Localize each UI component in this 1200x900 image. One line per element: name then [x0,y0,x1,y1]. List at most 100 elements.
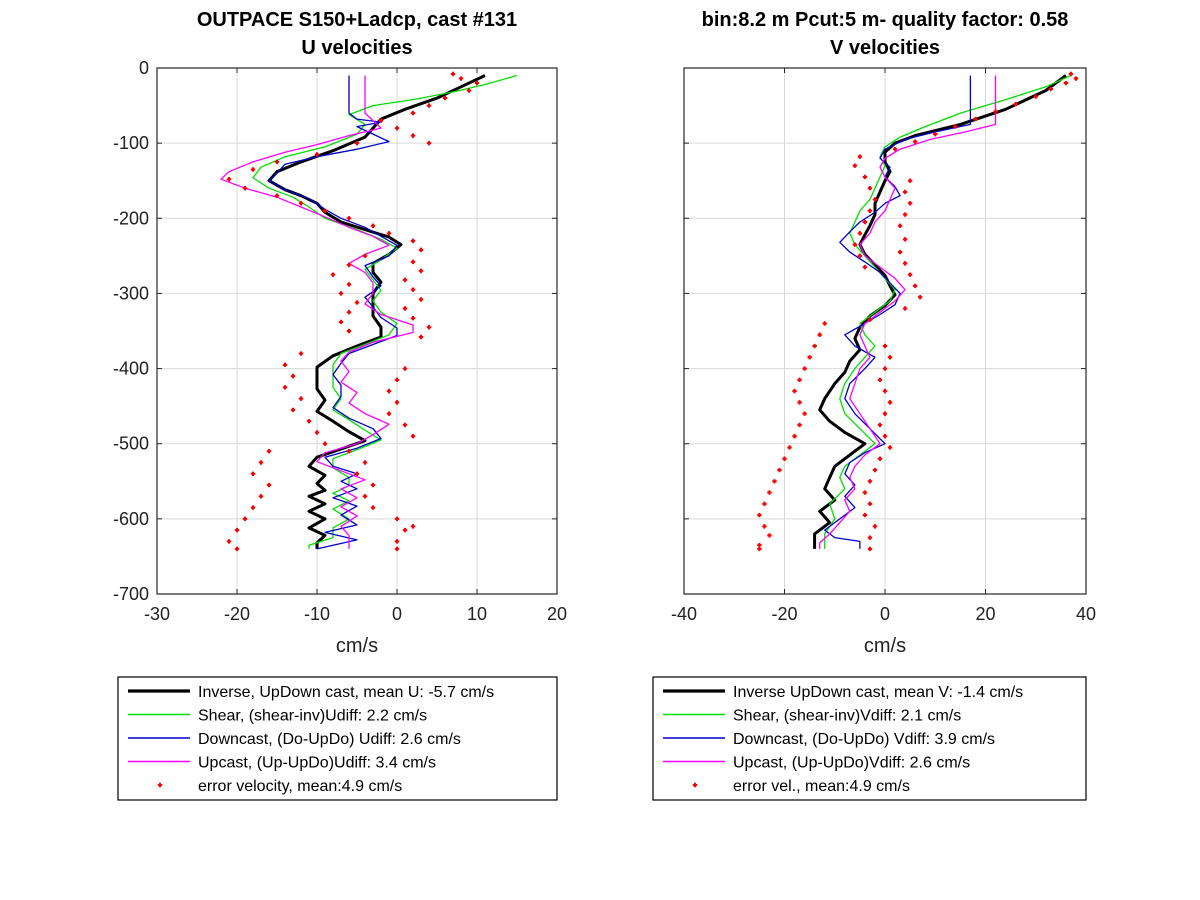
v-error-point [857,154,863,159]
v-velocities-panel: bin:8.2 m Pcut:5 m- quality factor: 0.58… [671,9,1096,657]
v-error-point [852,163,858,168]
u-error-point [394,539,400,544]
u-error-point [402,277,408,283]
v-error-point [1068,71,1074,77]
u-error-point [418,334,424,340]
u-series-downcast [268,75,398,550]
u-error-point [290,407,296,413]
u-error-point [362,494,368,499]
v-error-point [792,388,797,394]
u-error-point [282,385,288,390]
u-error-point [466,88,472,93]
u-error-point [322,208,328,213]
v-error-point [887,355,893,360]
u-x-tick-label: -20 [224,604,250,624]
u-panel-title: OUTPACE S150+Ladcp, cast #131 [197,9,517,31]
v-error-point [757,546,762,552]
v-x-tick-label: 0 [880,604,890,624]
v-error-point [892,146,898,152]
v-legend-label-upcast: Upcast, (Up-UpDo)Vdiff: 2.6 cm/s [733,755,970,772]
u-y-tick-label: -600 [113,509,149,529]
v-error-point [867,208,873,213]
v-x-tick-label: -20 [771,604,797,624]
u-error-point [410,316,416,321]
u-error-point [386,388,392,394]
v-error-point [877,422,883,428]
u-error-point [330,272,336,277]
u-error-point [418,268,424,274]
v-error-point [897,223,903,228]
v-error-point [862,264,868,270]
v-error-point [882,388,888,394]
v-error-point [777,467,782,473]
u-error-point [306,418,312,424]
v-error-point [902,237,908,242]
v-error-point [797,400,802,405]
u-error-point [234,546,240,552]
v-legend: Inverse UpDown cast, mean V: -1.4 cm/s Sh… [652,676,1087,801]
u-error-point [370,482,376,488]
u-error-point [258,460,264,465]
v-error-point [767,490,772,495]
u-series-inverse [267,74,486,549]
v-error-point [887,400,893,405]
v-error-point [797,377,802,383]
u-legend-label-upcast: Upcast, (Up-UpDo)Udiff: 3.4 cm/s [198,755,436,772]
v-error-point [862,490,868,495]
u-error-point [298,396,304,401]
u-error-point [274,193,280,198]
u-error-point [346,262,352,268]
u-error-point [346,310,352,315]
v-error-point [897,249,903,255]
v-error-point [902,189,908,195]
u-error-point [346,449,352,454]
u-error-point [298,351,304,356]
u-x-tick-label: 20 [547,604,567,624]
v-error-point [867,317,873,322]
u-error-point [298,201,304,206]
u-error-point [354,300,360,305]
u-plot-area [157,68,557,594]
u-error-point [410,259,416,265]
v-error-point [882,366,888,371]
u-error-point [314,152,320,157]
u-error-point [378,118,384,123]
v-error-point [867,479,873,484]
v-legend-label-downcast: Downcast, (Do-UpDo) Vdiff: 3.9 cm/s [733,731,995,748]
u-error-point [450,71,456,77]
v-error-point [882,343,888,349]
v-error-point [902,212,908,217]
v-error-point [807,355,812,360]
u-error-point [346,328,352,334]
u-panel-subtitle: U velocities [301,37,412,59]
u-error-point [226,539,232,544]
v-error-point [907,201,913,206]
v-error-point [802,366,807,371]
u-legend-box [117,676,558,801]
v-error-point [797,422,802,428]
u-error-point [458,76,464,81]
u-error-point [338,319,344,325]
u-y-tick-label: -300 [113,283,149,303]
u-error-point [370,223,376,228]
u-x-tick-label: -30 [144,604,170,624]
u-error-point [250,167,256,172]
v-error-point [812,343,817,349]
v-error-point [857,253,863,259]
u-error-point [402,527,408,533]
v-error-point [872,197,878,202]
v-error-point [1048,86,1054,92]
v-error-point [882,434,888,439]
u-error-point [394,516,400,522]
u-error-point [402,422,408,428]
u-error-point [410,287,416,292]
v-error-point [872,524,878,529]
u-error-point [226,177,232,182]
v-series-upcast [819,75,997,549]
u-legend-label-error: error velocity, mean:4.9 cm/s [198,778,402,795]
u-error-point [266,449,272,454]
v-error-point [902,306,908,311]
u-error-point [274,159,280,165]
v-error-point [917,294,923,300]
